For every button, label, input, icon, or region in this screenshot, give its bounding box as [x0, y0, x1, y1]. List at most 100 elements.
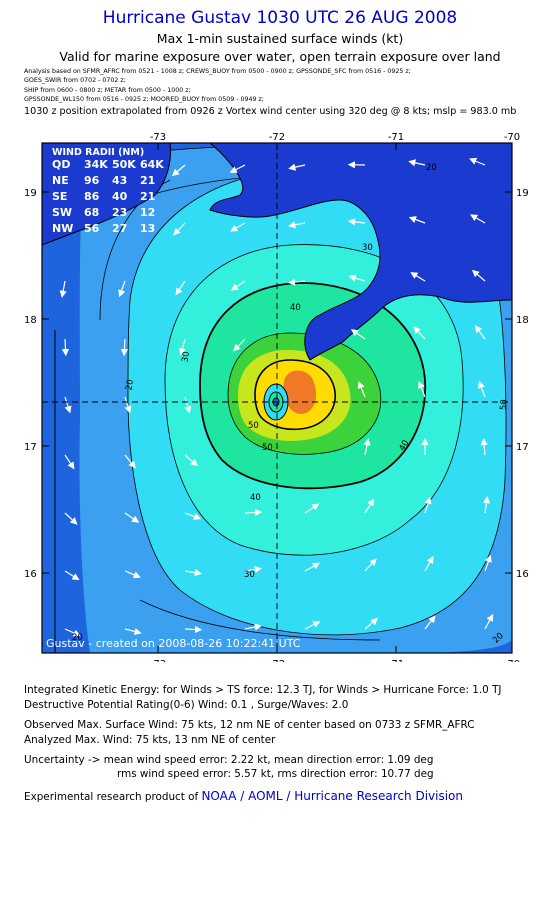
contour-labels: 20 30 30 20 40 50 40 30 50 40 50 20 20 [72, 163, 510, 646]
wind-vector-arrow [230, 222, 246, 232]
wind-band-75kt [283, 370, 317, 415]
wind-radii-table: WIND RADII (NM) QD 34K 50K 64K NE 96 43 … [52, 147, 164, 235]
wind-vector-arrow [171, 164, 186, 177]
lat-tick-label: 18 [24, 315, 37, 326]
wind-radii-header: QD [52, 158, 70, 171]
wind-vector-arrow [124, 396, 132, 414]
wind-vector-arrow [184, 625, 203, 634]
wind-vector-arrow [64, 454, 75, 470]
position-extrapolation: 1030 z position extrapolated from 0926 z… [24, 106, 517, 117]
analyzed-max-line: Analyzed Max. Wind: 75 kts, 13 nm NE of … [24, 734, 276, 746]
wind-vector-arrow [287, 278, 306, 286]
wind-vector-arrow [484, 613, 494, 630]
wind-vector-arrow [120, 338, 129, 357]
wind-radii-header: 50K [112, 158, 136, 171]
contour-label: 30 [362, 243, 373, 253]
wind-vector-arrow [178, 338, 186, 356]
product-prefix: Experimental research product of [24, 791, 202, 803]
wind-vector-arrow [61, 338, 70, 357]
lon-tick-label: -72 [269, 659, 285, 662]
wind-vector-arrow [484, 554, 492, 572]
analysis-line: SHIP from 0600 - 0800 z; METAR from 0500… [24, 86, 191, 94]
wind-vector-arrow [364, 558, 377, 572]
contour-label: 20 [72, 633, 83, 643]
wind-vector-arrow [64, 512, 78, 525]
wind-vector-arrow [244, 508, 263, 517]
wind-vector-arrow [470, 214, 486, 224]
wind-vector-arrow [124, 628, 142, 635]
wind-vector-arrow [124, 512, 140, 523]
lat-tick-label: 17 [24, 442, 37, 453]
axis-labels: -73 -72 -71 -70 -73 -72 -71 -70 19 18 17… [24, 132, 529, 662]
wind-radii-cell: 40 [112, 190, 128, 203]
wind-radii-cell: 12 [140, 206, 155, 219]
analysis-line: GOES_SWIR from 0702 - 0702 z; [24, 77, 126, 85]
wind-vector-arrow [184, 454, 199, 467]
wind-radii-header: 34K [84, 158, 108, 171]
wind-map: WIND RADII (NM) QD 34K 50K 64K NE 96 43 … [24, 132, 529, 662]
wind-vector-arrow [482, 496, 491, 514]
wind-radii-cell: SW [52, 206, 72, 219]
wind-vector-arrow [233, 338, 246, 352]
product-credit: Experimental research product of NOAA / … [24, 789, 463, 803]
contour-label: 30 [180, 351, 192, 363]
lat-tick-label: 16 [516, 569, 529, 580]
wind-vector-arrow [478, 380, 486, 398]
wind-radii-cell: 43 [112, 174, 127, 187]
wind-vector-arrow [471, 269, 486, 282]
created-stamp: Gustav - created on 2008-08-26 10:22:41 … [46, 637, 301, 650]
wind-vector-arrow [469, 157, 486, 166]
contour-label: 30 [244, 570, 255, 580]
contour-label: 40 [250, 493, 261, 503]
wind-vector-arrow [364, 498, 375, 514]
uncertainty-line: Uncertainty -> mean wind speed error: 2.… [24, 754, 434, 766]
lat-tick-label: 16 [24, 569, 37, 580]
wind-vector-arrow [350, 329, 366, 340]
map-subtitle: Max 1-min sustained surface winds (kt) [156, 31, 404, 46]
contour-label: 50 [499, 399, 510, 411]
wind-vector-arrow [64, 628, 81, 637]
wind-vector-arrow [64, 570, 80, 581]
contour-label: 50 [262, 443, 273, 453]
wind-vector-arrow [184, 569, 202, 577]
ike-line: Integrated Kinetic Energy: for Winds > T… [24, 684, 502, 696]
map-ticks [42, 143, 513, 653]
lon-tick-label: -72 [269, 132, 285, 143]
wind-vectors [59, 157, 494, 637]
wind-vector-arrow [364, 617, 379, 630]
wind-radii-cell: 21 [140, 190, 155, 203]
wind-radii-cell: 27 [112, 222, 127, 235]
noaa-link[interactable]: NOAA / AOML / Hurricane Research Divisio… [201, 789, 463, 803]
wind-vector-arrow [64, 396, 72, 414]
wind-vector-arrow [413, 326, 426, 340]
land-cuba [42, 143, 171, 245]
wind-radii-cell: NE [52, 174, 69, 187]
lon-tick-label: -71 [388, 659, 404, 662]
wind-vector-arrow [410, 272, 426, 282]
wind-vector-arrow [175, 280, 186, 296]
contour-label: 50 [248, 421, 259, 431]
wind-vector-arrow [244, 565, 262, 574]
lon-tick-label: -70 [504, 132, 520, 143]
wind-vector-arrow [424, 496, 432, 514]
analysis-line: GPSSONDE_WL150 from 0516 - 0925 z; MOORE… [24, 95, 264, 103]
wind-vector-arrow [124, 454, 136, 469]
lat-tick-label: 18 [516, 315, 529, 326]
wind-vector-arrow [230, 280, 246, 291]
wind-vector-arrow [424, 615, 436, 630]
wind-vector-arrow [184, 396, 192, 414]
wind-vector-arrow [363, 438, 371, 456]
lat-tick-label: 19 [24, 188, 37, 199]
lon-tick-label: -73 [150, 659, 166, 662]
wind-vector-arrow [304, 503, 320, 514]
lat-tick-label: 17 [516, 442, 529, 453]
wind-field [42, 143, 512, 653]
uncertainty-rms-line: rms wind speed error: 5.57 kt, rms direc… [117, 768, 434, 780]
wind-vector-arrow [408, 159, 426, 167]
wind-vector-arrow [480, 437, 488, 456]
wind-vector-arrow [304, 562, 321, 572]
wind-vector-arrow [418, 380, 426, 398]
land-hispaniola [210, 143, 512, 360]
wind-radii-cell: NW [52, 222, 73, 235]
wind-radii-cell: 96 [84, 174, 100, 187]
